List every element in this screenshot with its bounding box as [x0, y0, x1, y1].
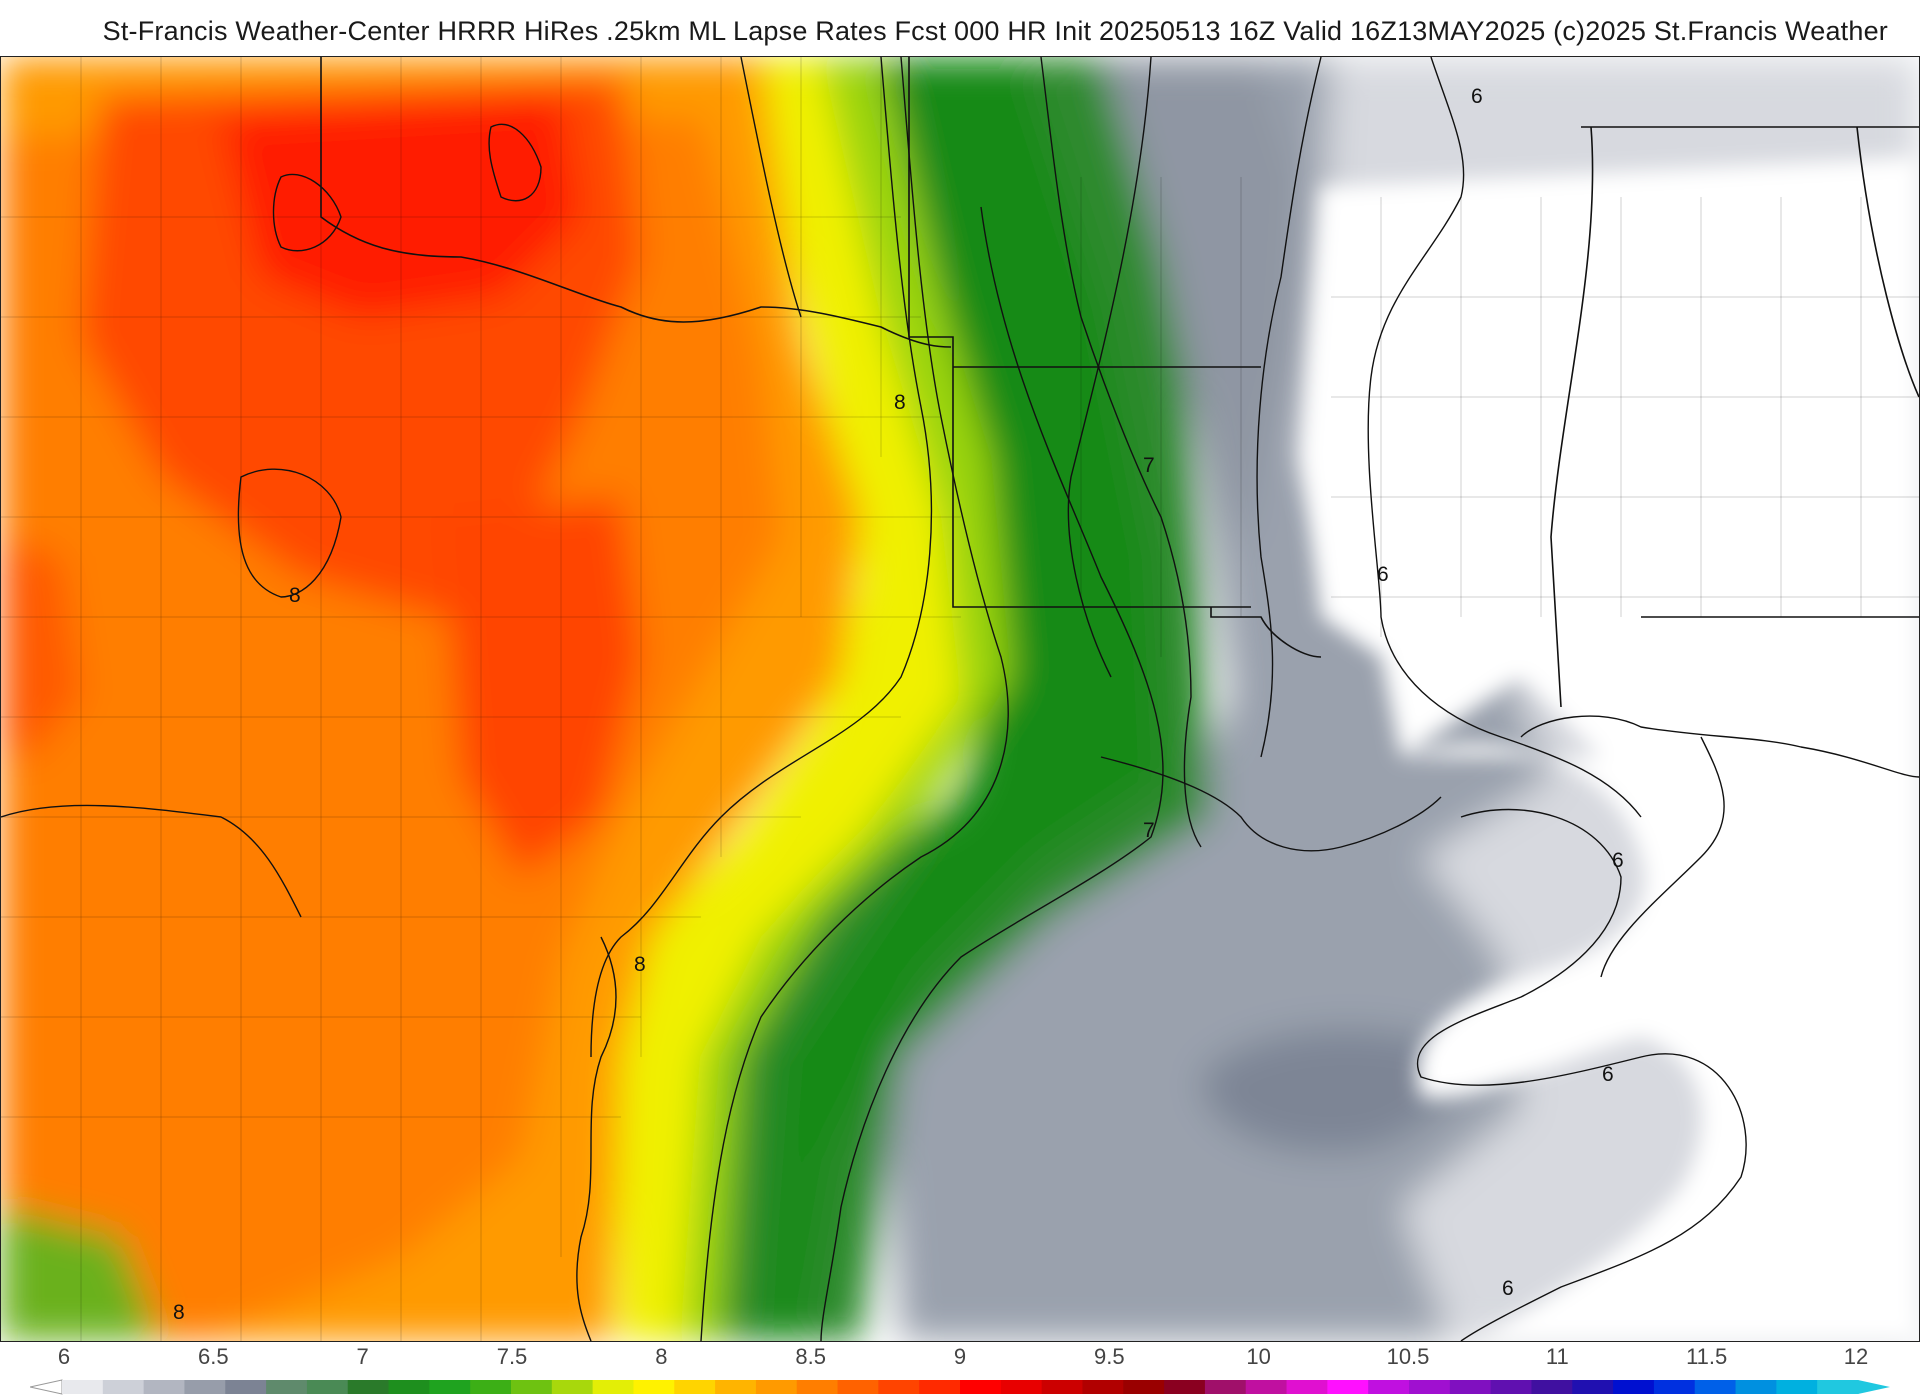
colorbar-right-arrow — [1858, 1380, 1890, 1394]
contour-label-6-east: 6 — [1377, 563, 1389, 586]
colorbar-cell — [347, 1380, 390, 1394]
legend-tick-label: 10.5 — [1386, 1344, 1430, 1369]
colorbar-cell — [1817, 1380, 1859, 1394]
contour-label-6-northeast: 6 — [1471, 85, 1483, 108]
contour-lines — [700, 57, 1747, 1341]
colorbar-cell — [592, 1380, 635, 1394]
color-scale-legend: 6 6.5 7 7.5 8 8.5 9 9.5 10 10.5 11 11.5 12 — [0, 1340, 1920, 1400]
colorbar-cell — [1694, 1380, 1737, 1394]
legend-tick-label: 7.5 — [496, 1344, 528, 1369]
colorbar-cell — [1000, 1380, 1043, 1394]
colorbar-cell — [62, 1380, 104, 1394]
colorbar-cell — [306, 1380, 349, 1394]
colorbar-cell — [1245, 1380, 1288, 1394]
colorbar-cell — [1164, 1380, 1206, 1394]
colorbar-cells — [62, 1380, 1859, 1394]
colorbar-cell — [1776, 1380, 1818, 1394]
colorbar-cell — [511, 1380, 553, 1394]
legend-tick-label: 6 — [57, 1344, 71, 1369]
colorbar-cell — [388, 1380, 430, 1394]
contour-label-8-coast: 8 — [634, 953, 646, 976]
legend-tick-label: 8 — [655, 1344, 668, 1369]
colorbar-cell — [551, 1380, 594, 1394]
contour-label-6-gulf-south: 6 — [1502, 1277, 1514, 1300]
rivers-and-coastline — [1, 57, 1919, 1341]
contour-label-6-gulf-east: 6 — [1612, 849, 1624, 872]
county-lines — [1, 57, 1919, 1341]
colorbar-cell — [1490, 1380, 1533, 1394]
colorbar-cell — [1041, 1380, 1084, 1394]
title-bar: St-Francis Weather-Center HRRR HiRes .25… — [0, 0, 1920, 56]
contour-label-8-north: 8 — [894, 391, 906, 414]
contour-label-7-north: 7 — [1143, 454, 1155, 477]
colorbar-cell — [1123, 1380, 1165, 1394]
legend-tick-label: 9 — [953, 1344, 967, 1369]
lapse-rate-fill — [1, 57, 1919, 1341]
colorbar-cell — [674, 1380, 716, 1394]
colorbar-cell — [1327, 1380, 1369, 1394]
legend-tick-row: 6 6.5 7 7.5 8 8.5 9 9.5 10 10.5 11 11.5 12 — [0, 1340, 1920, 1370]
map-panel: 8 8 8 8 7 7 6 6 6 6 6 — [0, 56, 1920, 1342]
legend-tick-label: 7 — [356, 1344, 369, 1369]
colorbar-cell — [225, 1380, 267, 1394]
colorbar-cell — [1613, 1380, 1655, 1394]
contour-label-8-south: 8 — [173, 1301, 185, 1324]
colorbar-cell — [1531, 1380, 1573, 1394]
lapse-rate-map: 8 8 8 8 7 7 6 6 6 6 6 — [1, 57, 1919, 1341]
legend-tick-label: 11.5 — [1686, 1344, 1728, 1369]
legend-tick-label: 11 — [1545, 1344, 1569, 1369]
colorbar-cell — [266, 1380, 308, 1394]
colorbar-cell — [1409, 1380, 1451, 1394]
colorbar-cell — [470, 1380, 512, 1394]
colorbar-cell — [1572, 1380, 1614, 1394]
colorbar-cell — [633, 1380, 675, 1394]
colorbar-cell — [1653, 1380, 1696, 1394]
colorbar-cell — [837, 1380, 879, 1394]
state-boundaries — [320, 57, 1919, 708]
legend-tick-label: 12 — [1843, 1344, 1869, 1369]
colorbar-cell — [755, 1380, 798, 1394]
colorbar-cell — [796, 1380, 839, 1394]
colorbar-cell — [143, 1380, 186, 1394]
colorbar-cell — [960, 1380, 1002, 1394]
colorbar-cell — [878, 1380, 920, 1394]
legend-tick-label: 10 — [1246, 1344, 1271, 1369]
colorbar-cell — [715, 1380, 757, 1394]
colorbar — [30, 1379, 1890, 1395]
chart-title: St-Francis Weather-Center HRRR HiRes .25… — [102, 16, 1888, 46]
colorbar-cell — [919, 1380, 961, 1394]
colorbar-cell — [184, 1380, 226, 1394]
contour-label-7-south: 7 — [1143, 819, 1155, 842]
colorbar-left-arrow — [30, 1379, 63, 1395]
legend-tick-label: 6.5 — [198, 1344, 229, 1369]
colorbar-cell — [1286, 1380, 1328, 1394]
colorbar-cell — [1449, 1380, 1492, 1394]
legend-tick-label: 8.5 — [795, 1344, 826, 1369]
colorbar-cell — [1368, 1380, 1410, 1394]
colorbar-cell — [429, 1380, 471, 1394]
contour-label-6-gulf-mid: 6 — [1602, 1063, 1614, 1086]
contour-label-8-west: 8 — [289, 584, 301, 607]
colorbar-cell — [1082, 1380, 1124, 1394]
legend-tick-label: 9.5 — [1094, 1344, 1125, 1369]
contour-label-group: 8 8 8 8 7 7 6 6 6 6 6 — [173, 85, 1624, 1324]
colorbar-cell — [1204, 1380, 1247, 1394]
colorbar-cell — [102, 1380, 145, 1394]
colorbar-cell — [1735, 1380, 1777, 1394]
